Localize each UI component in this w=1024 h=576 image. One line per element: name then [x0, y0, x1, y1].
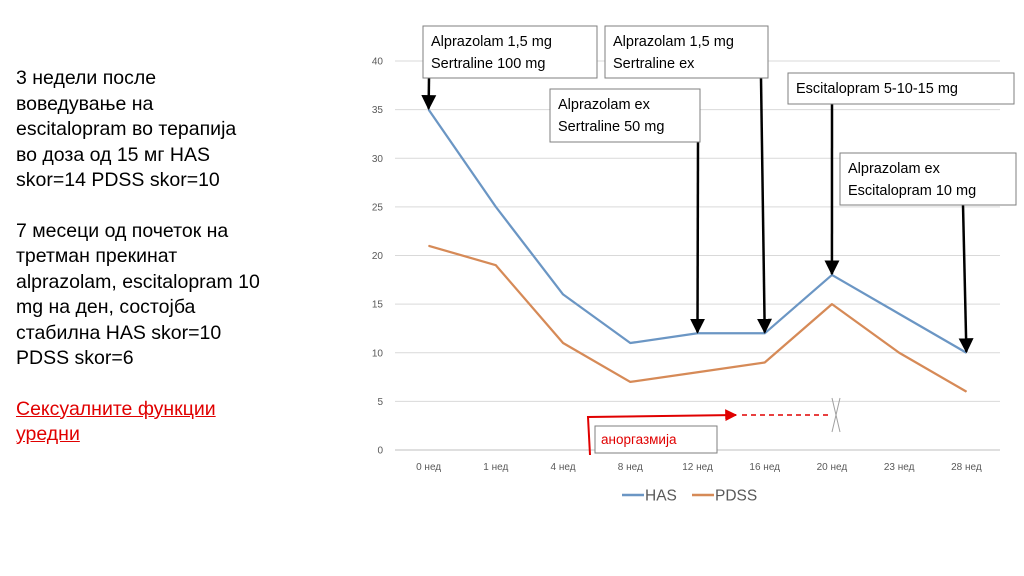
x-tick-label: 12 нед — [682, 462, 713, 473]
legend-label: PDSS — [715, 488, 757, 505]
y-tick-label: 15 — [372, 300, 384, 311]
break-mark — [831, 397, 841, 433]
sexual-functions-note: Сексуалните функции уредни — [16, 397, 316, 448]
data-point — [831, 303, 833, 305]
para1-line: skor=14 PDSS skor=10 — [16, 169, 220, 191]
annotation-box — [549, 88, 701, 143]
para2-line: третман прекинат — [16, 245, 178, 267]
annotation-text: Alprazolam 1,5 mg — [431, 34, 552, 50]
x-tick-label: 28 нед — [951, 462, 982, 473]
data-point — [428, 109, 430, 111]
annotation-text: Alprazolam 1,5 mg — [613, 34, 734, 50]
data-point — [562, 342, 564, 344]
data-point — [764, 332, 766, 334]
anorgasmia-label: аноргазмија — [601, 432, 677, 447]
x-tick-label: 23 нед — [884, 462, 915, 473]
data-point — [697, 332, 698, 334]
annotation-text: Escitalopram 10 mg — [848, 183, 976, 199]
para1-line: во доза од 15 мг HAS — [16, 143, 210, 166]
annotation-text: Escitalopram 5-10-15 mg — [796, 81, 958, 97]
data-point — [428, 245, 430, 247]
annotation-text: Sertraline 50 mg — [558, 119, 664, 135]
y-tick-label: 0 — [377, 446, 383, 457]
y-tick-label: 40 — [372, 57, 384, 68]
y-tick-label: 25 — [372, 202, 384, 213]
anorgasmia-arrow — [586, 409, 738, 456]
x-tick-label: 0 нед — [416, 462, 441, 473]
y-tick-label: 10 — [372, 348, 384, 359]
annotation-box — [787, 72, 1015, 105]
annotation-text: Alprazolam ex — [848, 161, 941, 177]
x-tick-label: 16 нед — [749, 462, 780, 473]
data-point — [562, 293, 564, 295]
anorgasmia-box — [594, 425, 718, 454]
para2-line: alprazolam, escitalopram 10 — [16, 270, 260, 293]
annotation-text: Alprazolam ex — [558, 97, 651, 113]
para2-line: mg на ден, состојба — [16, 296, 196, 318]
para-1: 3 недели после воведување на escitalopra… — [16, 66, 316, 194]
annotation-arrow — [958, 204, 974, 354]
legend-label: HAS — [645, 488, 677, 505]
annotation-box — [422, 25, 598, 79]
y-tick-label: 30 — [372, 154, 384, 165]
data-point — [629, 381, 631, 383]
data-point — [831, 274, 833, 276]
data-point — [629, 342, 631, 344]
para2-line: PDSS skor=6 — [16, 347, 134, 369]
para2-line: 7 месеци од почеток на — [16, 219, 229, 242]
y-tick-label: 5 — [377, 397, 383, 408]
x-tick-label: 20 нед — [817, 462, 848, 473]
y-tick-label: 35 — [372, 105, 384, 116]
para-2: 7 месеци од почеток на третман прекинат … — [16, 219, 316, 372]
para3-line: уредни — [16, 423, 80, 445]
para3-line: Сексуалните функции — [16, 397, 216, 420]
data-point — [898, 352, 900, 354]
data-point — [965, 391, 967, 393]
data-point — [495, 264, 497, 266]
y-tick-label: 20 — [372, 251, 384, 262]
data-point — [495, 206, 497, 208]
annotation-box — [604, 25, 769, 79]
data-point — [898, 313, 900, 315]
annotation-text: Sertraline ex — [613, 56, 695, 72]
x-tick-label: 1 нед — [483, 462, 508, 473]
para1-line: воведување на — [16, 92, 154, 115]
annotation-box — [839, 152, 1017, 206]
annotation-arrow — [690, 141, 706, 334]
data-point — [764, 361, 766, 363]
x-tick-label: 4 нед — [551, 462, 576, 473]
data-point — [697, 371, 698, 373]
description-text: 3 недели после воведување на escitalopra… — [16, 66, 316, 448]
para2-line: стабилна HAS skor=10 — [16, 321, 222, 344]
annotation-arrow — [757, 77, 773, 334]
annotation-text: Sertraline 100 mg — [431, 56, 545, 72]
data-point — [965, 352, 967, 354]
para1-line: 3 недели после — [16, 67, 157, 89]
para1-line: escitalopram во терапија — [16, 118, 237, 140]
x-tick-label: 8 нед — [618, 462, 643, 473]
